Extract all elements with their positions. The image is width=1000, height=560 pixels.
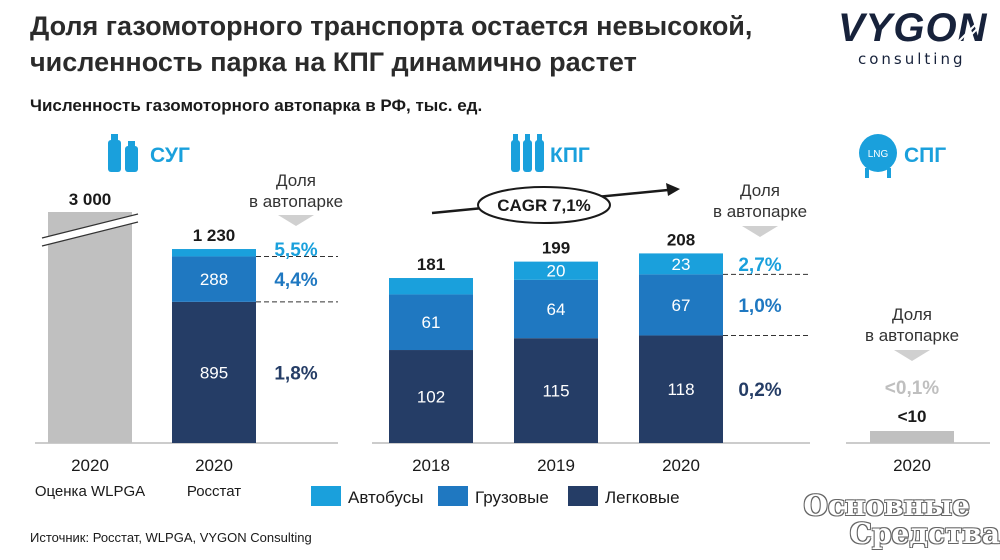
title-line-2: численность парка на КПГ динамично расте… — [30, 47, 637, 77]
axis-break-line-bottom — [41, 221, 139, 247]
lpg-cylinder-icon — [108, 134, 138, 172]
cng-share-arrow — [742, 226, 778, 237]
logo-stripes-icon — [951, 23, 978, 49]
lpg-rosstat-segment-cars — [172, 301, 256, 443]
cng-2018-label-cars: 102 — [417, 388, 445, 407]
lpg-section-label: СУГ — [150, 144, 190, 167]
cng-2019-segment-cars — [514, 338, 598, 443]
lpg-rosstat-label-cars: 895 — [200, 363, 228, 382]
cng-2020-year-label: 2020 — [662, 456, 700, 475]
cng-cylinders-icon — [511, 134, 544, 172]
cng-2018-total-label: 181 — [417, 255, 445, 274]
cng-2018-label-trucks: 61 — [422, 313, 441, 332]
lpg-rosstat-year-label: 2020 — [195, 456, 233, 475]
lpg-estimate-year-label: 2020 — [71, 456, 109, 475]
cng-2020-label-cars: 118 — [667, 380, 694, 399]
lpg-estimate-sublabel: Оценка WLPGA — [35, 483, 145, 500]
logo-wordmark: VYGON — [838, 6, 988, 50]
cng-2019-total-label: 199 — [542, 239, 570, 258]
title-line-1: Доля газомоторного транспорта остается н… — [30, 11, 753, 41]
logo-subtext: consulting — [858, 50, 966, 68]
lng-tank-icon: LNG — [859, 134, 897, 178]
legend-label-buses: Автобусы — [348, 488, 423, 507]
chart-legend: Автобусы Грузовые Легковые — [311, 486, 680, 507]
lpg-rosstat-segment-buses — [172, 249, 256, 257]
lng-share-heading-1: Доля — [892, 305, 932, 324]
lpg-rosstat-total-label: 1 230 — [193, 226, 236, 245]
lpg-share-arrow — [278, 215, 314, 226]
watermark-line-1: Основные — [803, 489, 970, 522]
lng-2020-total-label: <10 — [898, 407, 927, 426]
cng-2019-label-buses: 20 — [547, 262, 566, 281]
cng-share-heading-2: в автопарке — [713, 202, 807, 221]
cng-2020-segment-buses — [639, 253, 723, 275]
chart-subtitle: Численность газомоторного автопарка в РФ… — [30, 96, 483, 115]
legend-swatch-cars — [568, 486, 598, 506]
cng-2019-label-trucks: 64 — [547, 300, 566, 319]
cng-2019-label-cars: 115 — [542, 382, 569, 401]
lng-share-heading-2: в автопарке — [865, 326, 959, 345]
lpg-share-trucks: 4,4% — [274, 270, 317, 291]
legend-label-trucks: Грузовые — [475, 488, 549, 507]
cng-share-cars: 0,2% — [738, 380, 781, 401]
cng-2020-label-buses: 23 — [672, 255, 691, 274]
cagr-arrow-head-icon — [666, 183, 680, 196]
cng-2020-label-trucks: 67 — [672, 296, 691, 315]
cng-2019-segment-buses — [514, 261, 598, 280]
lng-2020-year-label: 2020 — [893, 456, 931, 475]
lng-share-total: <0,1% — [885, 378, 940, 399]
lpg-rosstat-segment-trucks — [172, 256, 256, 302]
cng-share-heading-1: Доля — [740, 181, 780, 200]
vygon-logo: VYGON consulting — [838, 6, 986, 72]
cng-section-label: КПГ — [550, 144, 590, 167]
cagr-badge — [477, 186, 611, 224]
cng-share-trucks: 1,0% — [738, 296, 781, 317]
legend-label-cars: Легковые — [605, 488, 680, 507]
cng-share-buses: 2,7% — [738, 255, 781, 276]
lng-section-label: СПГ — [904, 144, 946, 167]
lng-icon-text: LNG — [868, 149, 889, 160]
lng-share-arrow — [894, 350, 930, 361]
cng-2020-segment-trucks — [639, 274, 723, 336]
cng-2019-segment-trucks — [514, 279, 598, 339]
cng-2019-year-label: 2019 — [537, 456, 575, 475]
lpg-rosstat-label-trucks: 288 — [200, 270, 228, 289]
lpg-share-heading-1: Доля — [276, 171, 316, 190]
lpg-share-heading-2: в автопарке — [249, 192, 343, 211]
cng-2018-segment-buses — [389, 278, 473, 295]
cng-2018-year-label: 2018 — [412, 456, 450, 475]
page-title: Доля газомоторного транспорта остается н… — [30, 8, 810, 80]
lpg-estimate-bar — [48, 212, 132, 443]
cng-2018-segment-trucks — [389, 294, 473, 351]
lng-2020-bar — [870, 431, 954, 443]
cng-2018-segment-cars — [389, 350, 473, 443]
watermark-line-2: Средства — [849, 517, 1000, 550]
axis-break-line-top — [41, 213, 139, 239]
axis-break-gap — [41, 214, 139, 246]
source-note: Источник: Росстат, WLPGA, VYGON Consulti… — [30, 530, 312, 545]
legend-swatch-trucks — [438, 486, 468, 506]
lpg-share-cars: 1,8% — [274, 363, 317, 384]
cng-2020-segment-cars — [639, 335, 723, 443]
lpg-rosstat-sublabel: Росстат — [187, 483, 241, 500]
watermark: Основные Средства — [790, 492, 1000, 548]
cagr-label: CAGR 7,1% — [497, 196, 591, 215]
cng-2020-total-label: 208 — [667, 230, 695, 249]
legend-swatch-buses — [311, 486, 341, 506]
lpg-estimate-total-label: 3 000 — [69, 190, 112, 209]
lpg-share-buses: 5,5% — [274, 240, 317, 261]
